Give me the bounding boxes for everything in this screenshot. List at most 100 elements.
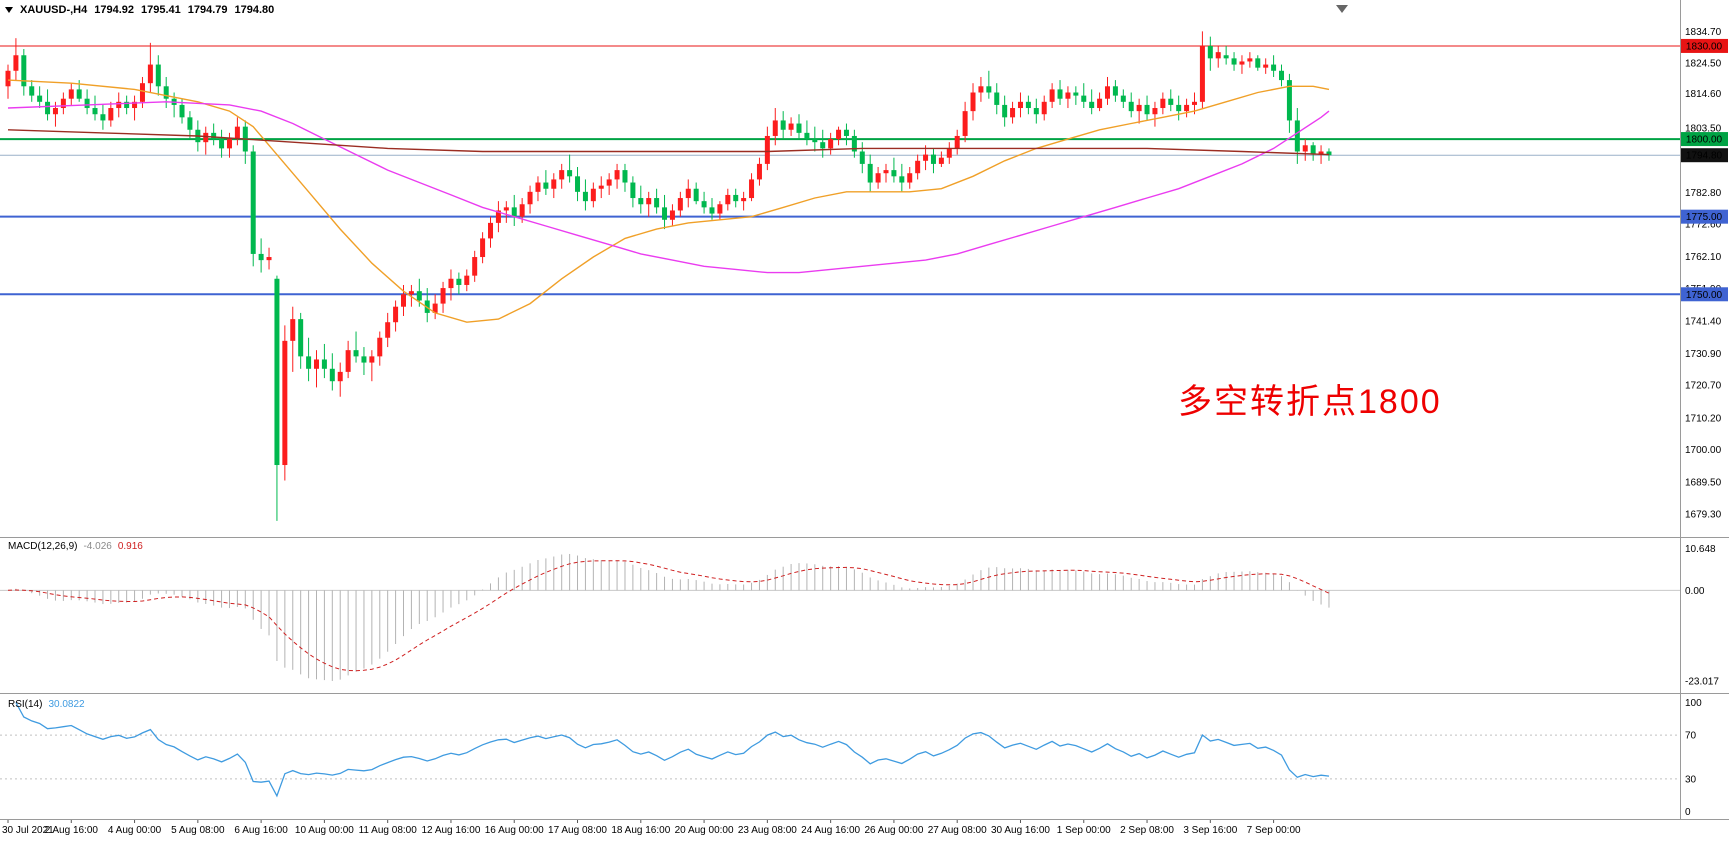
rsi-scale-label: 0 <box>1685 807 1691 818</box>
candle-body <box>915 160 921 174</box>
time-label: 11 Aug 08:00 <box>359 825 418 836</box>
candle-body <box>124 101 130 109</box>
candle-body <box>851 135 857 152</box>
candle-body <box>84 98 90 109</box>
candle-body <box>448 278 454 289</box>
candle-body <box>709 207 715 214</box>
macd-panel: 10.648 0.00 -23.017 <box>0 544 1719 688</box>
price-level-badge <box>1681 148 1728 163</box>
candle-body <box>313 359 319 369</box>
candle-body <box>1231 58 1237 65</box>
candle-body <box>527 191 533 205</box>
price-badge-label: 1775.00 <box>1686 212 1723 223</box>
candle-body <box>772 120 778 136</box>
candle-body <box>669 210 675 220</box>
price-tick-label: 1741.40 <box>1685 316 1722 327</box>
candle-body <box>685 188 691 199</box>
price-level-badge <box>1681 287 1728 302</box>
candle-body <box>147 64 153 84</box>
candle-body <box>1010 108 1016 118</box>
time-label: 1 Sep 00:00 <box>1057 825 1111 836</box>
candle-body <box>606 179 612 186</box>
candle-body <box>923 154 929 161</box>
candle-body <box>1199 45 1205 102</box>
candle-body <box>1065 92 1071 99</box>
candle-body <box>938 157 944 164</box>
candle-body <box>1089 101 1095 109</box>
price-level-badge <box>1681 209 1728 224</box>
candle-body <box>219 139 225 149</box>
ohlc-low: 1794.79 <box>187 4 228 16</box>
candle-body <box>1120 95 1126 102</box>
candle-body <box>899 176 905 183</box>
candle-body <box>226 139 232 149</box>
candle-body <box>820 142 826 149</box>
candle-body <box>306 356 312 369</box>
candle-body <box>345 350 351 372</box>
candle-body <box>329 368 335 382</box>
price-tick-label: 1834.70 <box>1685 27 1722 38</box>
candle-body <box>250 151 256 254</box>
candle-body <box>361 356 367 363</box>
candle-body <box>369 356 375 363</box>
time-label: 10 Aug 00:00 <box>295 825 354 836</box>
price-tick-label: 1710.20 <box>1685 413 1722 424</box>
time-label: 3 Sep 16:00 <box>1183 825 1237 836</box>
candle-body <box>211 132 217 140</box>
macd-value-signal: 0.916 <box>117 541 143 552</box>
candle-body <box>1073 92 1079 96</box>
candle-body <box>1255 58 1261 68</box>
candle-body <box>155 64 161 87</box>
price-tick-label: 1700.00 <box>1685 445 1722 456</box>
time-label: 4 Aug 00:00 <box>108 825 162 836</box>
symbol-dropdown-icon[interactable] <box>5 7 13 13</box>
candle-body <box>1310 145 1316 155</box>
candle-body <box>290 319 296 341</box>
candle-body <box>1033 108 1039 115</box>
candle-body <box>408 291 414 295</box>
candle-body <box>883 170 889 174</box>
time-label: 6 Aug 16:00 <box>234 825 288 836</box>
candle-body <box>1168 98 1174 105</box>
candle-body <box>559 170 565 180</box>
candle-body <box>828 139 834 149</box>
candle-body <box>1247 58 1253 62</box>
chart-shift-icon[interactable] <box>1336 5 1348 13</box>
candle-body <box>780 120 786 130</box>
candle-body <box>1184 104 1190 112</box>
time-label: 30 Aug 16:00 <box>991 825 1050 836</box>
candle-body <box>132 101 138 109</box>
candle-body <box>717 204 723 214</box>
candle-body <box>37 95 43 102</box>
candle-body <box>875 173 881 183</box>
price-tick-label: 1814.60 <box>1685 89 1722 100</box>
candle-body <box>337 371 343 382</box>
candle-body <box>867 163 873 183</box>
candle-body <box>353 350 359 357</box>
candle-body <box>401 294 406 307</box>
candle-body <box>796 123 802 133</box>
candle-body <box>1263 64 1269 68</box>
candle-body <box>638 198 644 205</box>
candle-body <box>1136 104 1142 112</box>
price-tick-label: 1772.60 <box>1685 220 1722 231</box>
candle-body <box>1160 98 1166 109</box>
candle-body <box>654 198 660 208</box>
symbol-period-label: XAUUSD-,H4 <box>20 4 88 16</box>
candle-body <box>567 170 573 177</box>
ohlc-high: 1795.41 <box>141 4 181 16</box>
time-label: 24 Aug 16:00 <box>801 825 860 836</box>
candle-body <box>677 198 683 211</box>
candle-body <box>139 83 145 102</box>
candle-body <box>1152 108 1158 115</box>
candle-body <box>5 70 11 87</box>
candle-body <box>1049 89 1055 102</box>
candle-body <box>377 337 383 357</box>
price-tick-label: 1730.90 <box>1685 349 1722 360</box>
rsi-panel: 100 70 30 0 <box>0 698 1702 818</box>
candle-body <box>1097 98 1103 109</box>
candle-body <box>503 207 509 211</box>
candle-body <box>836 129 842 140</box>
